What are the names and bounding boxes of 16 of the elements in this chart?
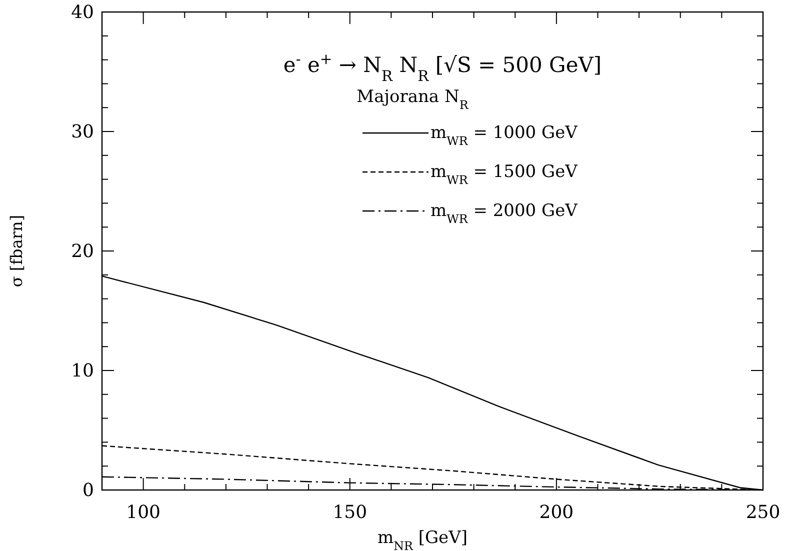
y-tick-label: 0 (82, 480, 94, 501)
y-tick-label: 20 (71, 241, 94, 262)
x-tick-label: 250 (746, 502, 780, 523)
y-tick-label: 30 (71, 122, 94, 142)
x-tick-label: 100 (126, 502, 160, 523)
legend-label: m$_{WR}$ = 1500 GeV (430, 162, 578, 187)
y-tick-label: 40 (71, 2, 94, 23)
legend-title: Majorana N$_{R}$ (356, 87, 470, 112)
x-tick-label: 150 (332, 502, 368, 523)
y-tick-label: 10 (71, 360, 94, 382)
x-tick-label: 200 (539, 502, 574, 523)
chart-title: e$^{-}$ e$^{+}$ → N$_{R}$ N$_{R}$ [√S = 500 GeV] (283, 50, 602, 84)
x-axis-title: m$_{NR}$ [GeV] (377, 528, 468, 551)
y-axis-title: σ [fbarn] (7, 214, 26, 288)
legend-label: m$_{WR}$ = 1000 GeV (430, 123, 578, 148)
legend-label: m$_{WR}$ = 2000 GeV (430, 201, 578, 226)
